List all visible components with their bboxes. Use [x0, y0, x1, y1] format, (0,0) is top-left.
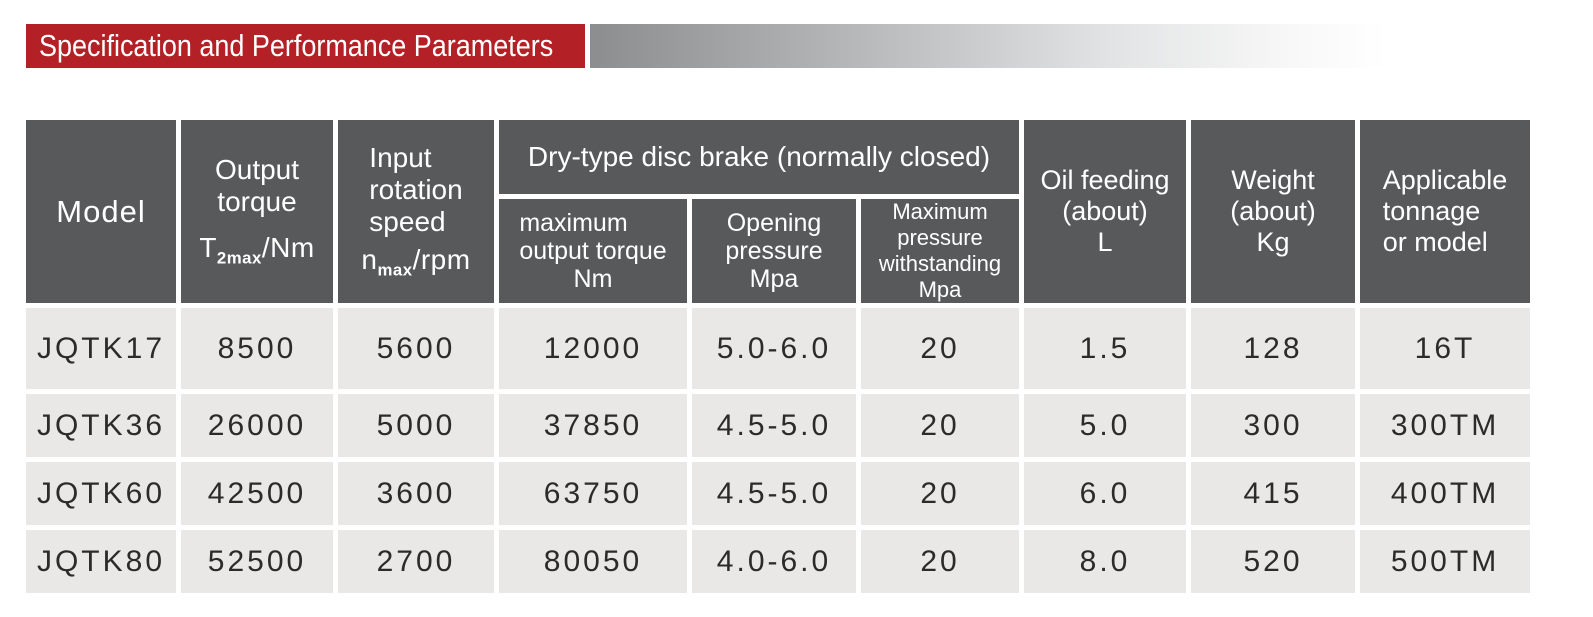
col-header-max-pressure-line1: Maximum pressure	[892, 199, 988, 250]
col-header-output-torque-line1: Output	[214, 154, 300, 186]
cell-opening-pressure: 4.0-6.0	[692, 530, 856, 593]
table-header-row-sub: maximum output torque Nm Opening pressur…	[26, 199, 1530, 303]
cell-input-speed: 5000	[338, 394, 494, 457]
table-row: JQTK60 42500 3600 63750 4.5-5.0 20 6.0 4…	[26, 462, 1530, 525]
spec-table: Model Output torque T2max/Nm Input rotat…	[21, 115, 1535, 598]
table-row: JQTK17 8500 5600 12000 5.0-6.0 20 1.5 12…	[26, 308, 1530, 389]
symbol-unit: /rpm	[412, 244, 471, 276]
cell-model: JQTK80	[26, 530, 176, 593]
col-header-output-torque-symbol: T2max/Nm	[181, 232, 333, 269]
col-header-weight-line1: Weight	[1231, 165, 1315, 195]
col-header-max-pressure-unit: Mpa	[918, 277, 962, 302]
col-header-oil-unit: L	[1097, 227, 1113, 257]
cell-max-pressure: 20	[861, 530, 1019, 593]
col-header-applicable-line2: tonnage	[1382, 196, 1481, 226]
cell-opening-pressure: 4.5-5.0	[692, 462, 856, 525]
col-header-max-output-torque: maximum output torque Nm	[499, 199, 687, 303]
symbol-unit: /Nm	[261, 232, 315, 264]
col-header-output-torque: Output torque T2max/Nm	[181, 120, 333, 303]
col-header-input-speed-lines: Input rotation speed	[369, 142, 462, 238]
cell-output-torque: 42500	[181, 462, 333, 525]
col-header-model: Model	[26, 120, 176, 303]
table-row: JQTK80 52500 2700 80050 4.0-6.0 20 8.0 5…	[26, 530, 1530, 593]
cell-model: JQTK17	[26, 308, 176, 389]
col-header-output-torque-line2: torque	[217, 186, 297, 218]
symbol-subscript: max	[377, 260, 413, 280]
col-header-applicable-line1: Applicable	[1382, 165, 1508, 195]
col-header-opening-pressure-unit: Mpa	[749, 265, 799, 293]
cell-max-output-torque: 37850	[499, 394, 687, 457]
symbol-base: T	[199, 232, 217, 264]
cell-output-torque: 26000	[181, 394, 333, 457]
cell-model: JQTK36	[26, 394, 176, 457]
section-title-banner: Specification and Performance Parameters	[26, 24, 585, 68]
col-header-max-output-torque-unit: Nm	[573, 265, 613, 293]
col-header-oil-line1: Oil feeding	[1040, 165, 1170, 195]
cell-max-pressure: 20	[861, 462, 1019, 525]
cell-max-output-torque: 12000	[499, 308, 687, 389]
col-header-weight-unit: Kg	[1256, 227, 1290, 257]
col-header-max-pressure: Maximum pressure withstanding Mpa	[861, 199, 1019, 303]
title-gradient-bar	[590, 24, 1388, 68]
cell-opening-pressure: 4.5-5.0	[692, 394, 856, 457]
symbol-subscript: 2max	[216, 248, 262, 268]
cell-applicable: 16T	[1360, 308, 1530, 389]
col-header-input-speed-line1: Input	[369, 142, 432, 174]
cell-max-pressure: 20	[861, 308, 1019, 389]
col-header-input-speed-line2: rotation	[369, 174, 463, 206]
cell-opening-pressure: 5.0-6.0	[692, 308, 856, 389]
table-row: JQTK36 26000 5000 37850 4.5-5.0 20 5.0 3…	[26, 394, 1530, 457]
col-header-weight: Weight (about) Kg	[1191, 120, 1355, 303]
col-header-brake-group-label: Dry-type disc brake (normally closed)	[527, 141, 991, 172]
cell-weight: 300	[1191, 394, 1355, 457]
cell-weight: 415	[1191, 462, 1355, 525]
col-header-input-speed: Input rotation speed nmax/rpm	[338, 120, 494, 303]
cell-oil-feeding: 1.5	[1024, 308, 1186, 389]
title-banner-row: Specification and Performance Parameters	[26, 24, 1388, 68]
cell-oil-feeding: 5.0	[1024, 394, 1186, 457]
col-header-oil-feeding: Oil feeding (about) L	[1024, 120, 1186, 303]
col-header-model-label: Model	[56, 193, 146, 229]
col-header-input-speed-line3: speed	[369, 206, 446, 238]
col-header-input-speed-symbol: nmax/rpm	[338, 244, 494, 281]
cell-oil-feeding: 6.0	[1024, 462, 1186, 525]
col-header-max-output-torque-line2: output torque	[519, 237, 667, 265]
col-header-applicable: Applicable tonnage or model	[1360, 120, 1530, 303]
col-header-opening-pressure-line2: pressure	[725, 237, 823, 265]
cell-applicable: 500TM	[1360, 530, 1530, 593]
cell-weight: 520	[1191, 530, 1355, 593]
table-header-row-main: Model Output torque T2max/Nm Input rotat…	[26, 120, 1530, 303]
cell-max-output-torque: 63750	[499, 462, 687, 525]
cell-model: JQTK60	[26, 462, 176, 525]
col-header-brake-group: Dry-type disc brake (normally closed)	[499, 120, 1019, 194]
section-title: Specification and Performance Parameters	[39, 28, 554, 63]
cell-input-speed: 5600	[338, 308, 494, 389]
col-header-max-pressure-line2: withstanding	[878, 251, 1002, 276]
col-header-applicable-lines: Applicable tonnage or model	[1383, 165, 1508, 258]
col-header-weight-line2: (about)	[1230, 196, 1316, 226]
cell-oil-feeding: 8.0	[1024, 530, 1186, 593]
col-header-opening-pressure: Opening pressure Mpa	[692, 199, 856, 303]
col-header-opening-pressure-line1: Opening	[726, 209, 822, 237]
col-header-applicable-line3: or model	[1382, 227, 1488, 257]
cell-input-speed: 2700	[338, 530, 494, 593]
cell-output-torque: 52500	[181, 530, 333, 593]
cell-applicable: 400TM	[1360, 462, 1530, 525]
cell-max-output-torque: 80050	[499, 530, 687, 593]
cell-applicable: 300TM	[1360, 394, 1530, 457]
symbol-base: n	[361, 244, 378, 276]
col-header-oil-line2: (about)	[1062, 196, 1148, 226]
col-header-max-output-torque-lines: maximum output torque	[519, 209, 666, 265]
cell-input-speed: 3600	[338, 462, 494, 525]
cell-max-pressure: 20	[861, 394, 1019, 457]
col-header-max-output-torque-line1: maximum	[519, 209, 628, 237]
cell-output-torque: 8500	[181, 308, 333, 389]
cell-weight: 128	[1191, 308, 1355, 389]
